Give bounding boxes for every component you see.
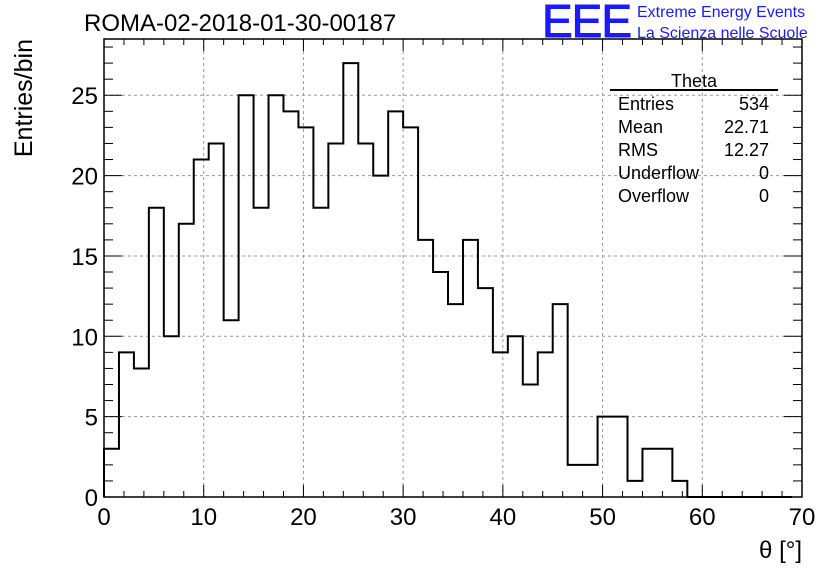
run-title: ROMA-02-2018-01-30-00187 <box>84 10 397 37</box>
histogram-bin <box>628 481 643 497</box>
histogram-bin <box>343 63 358 497</box>
logo-line-1: Extreme Energy Events <box>637 4 806 21</box>
histogram-bin <box>448 304 463 497</box>
x-tick-label: 30 <box>390 504 417 531</box>
stats-value: 22.71 <box>724 117 769 137</box>
y-tick-label: 0 <box>85 485 98 512</box>
x-tick-label: 50 <box>589 504 616 531</box>
histogram-bin <box>642 449 657 497</box>
histogram-bin <box>119 352 134 497</box>
x-tick-label: 70 <box>789 504 816 531</box>
histogram-bin <box>478 288 493 497</box>
stats-label: RMS <box>618 140 658 160</box>
tick-labels: 0 10 20 30 40 50 60 70 0 5 10 15 20 25 <box>71 83 815 531</box>
stats-value: 534 <box>739 94 769 114</box>
stats-name: Theta <box>671 71 718 91</box>
histogram-bin <box>313 208 328 497</box>
x-tick-label: 10 <box>190 504 217 531</box>
histogram-bin <box>433 272 448 497</box>
histogram-bin <box>358 143 373 497</box>
stats-label: Overflow <box>618 186 690 206</box>
eee-logo: EEE Extreme Energy Events La Scienza nel… <box>541 0 836 47</box>
histogram-bin <box>418 240 433 497</box>
histogram-bin <box>538 352 553 497</box>
histogram-outline <box>103 62 793 498</box>
grid-lines <box>104 39 802 497</box>
histogram-bins <box>104 63 687 497</box>
histogram-bin <box>179 224 194 497</box>
histogram-bin <box>269 95 284 497</box>
histogram-bin <box>209 143 224 497</box>
histogram-bin <box>463 240 478 497</box>
axis-ticks <box>103 39 803 498</box>
histogram-bin <box>298 127 313 497</box>
stats-label: Entries <box>618 94 674 114</box>
histogram-bin <box>134 368 149 497</box>
stats-label: Mean <box>618 117 663 137</box>
x-tick-label: 60 <box>689 504 716 531</box>
histogram-bin <box>194 160 209 497</box>
histogram-bin <box>657 449 672 497</box>
logo-letters: EEE <box>541 0 632 47</box>
histogram-bin <box>613 417 628 497</box>
y-tick-label: 20 <box>71 164 98 191</box>
histogram-bin <box>328 143 343 497</box>
y-tick-label: 5 <box>85 405 98 432</box>
histogram-bin <box>493 352 508 497</box>
x-tick-label: 20 <box>290 504 317 531</box>
x-tick-label: 0 <box>97 504 110 531</box>
histogram-bin <box>283 111 298 497</box>
histogram-bin <box>523 385 538 497</box>
histogram-bin <box>388 111 403 497</box>
stats-box: Theta Entries 534 Mean 22.71 RMS 12.27 Underflo… <box>610 71 778 206</box>
stats-value: 0 <box>759 186 769 206</box>
y-tick-label: 25 <box>71 83 98 110</box>
histogram-bin <box>254 208 269 497</box>
stats-label: Underflow <box>618 163 700 183</box>
y-tick-label: 10 <box>71 324 98 351</box>
histogram-bin <box>149 208 164 497</box>
histogram-bin <box>104 449 119 497</box>
y-axis-label: Entries/bin <box>10 39 38 157</box>
histogram-bin <box>583 465 598 497</box>
histogram-bin <box>403 127 418 497</box>
logo-line-2: La Scienza nelle Scuole <box>637 25 808 42</box>
histogram-bin <box>568 465 583 497</box>
stats-value: 12.27 <box>724 140 769 160</box>
stats-value: 0 <box>759 163 769 183</box>
x-tick-label: 40 <box>490 504 517 531</box>
histogram-bin <box>224 320 239 497</box>
plot-frame <box>103 38 803 498</box>
y-tick-label: 15 <box>71 244 98 271</box>
x-axis-label: θ [°] <box>759 537 802 564</box>
histogram-bin <box>672 481 687 497</box>
histogram-bin <box>598 417 613 497</box>
histogram-bin <box>553 304 568 497</box>
histogram-bin <box>239 95 254 497</box>
